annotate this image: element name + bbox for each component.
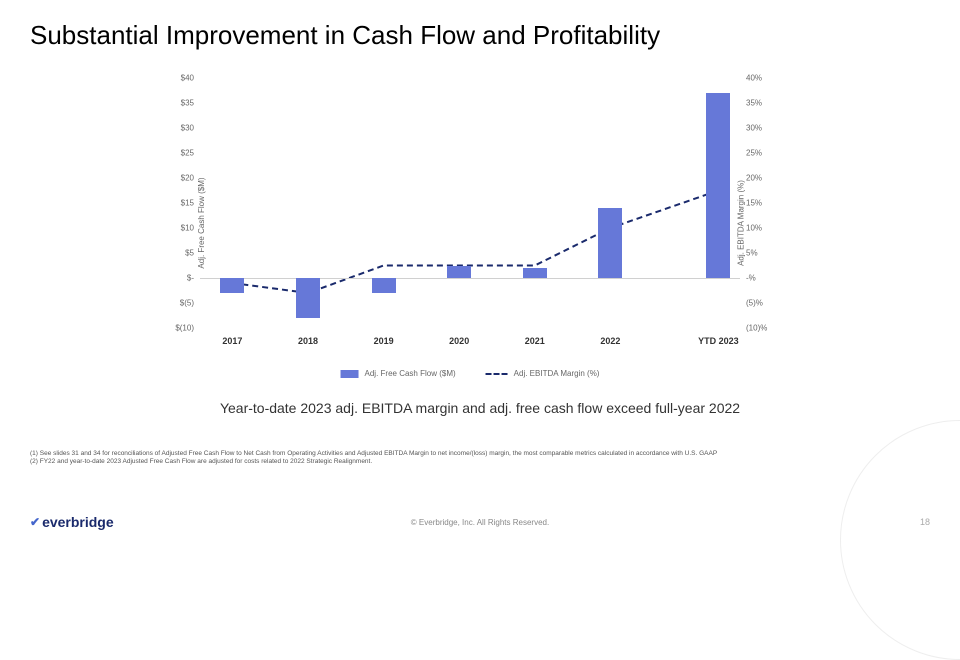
y-right-tick: -% — [740, 274, 756, 283]
x-tick: 2018 — [298, 336, 318, 346]
y-left-tick: $35 — [181, 99, 200, 108]
footnote-1: (1) See slides 31 and 34 for reconciliat… — [30, 450, 930, 458]
legend-bar-label: Adj. Free Cash Flow ($M) — [365, 369, 456, 378]
legend: Adj. Free Cash Flow ($M) Adj. EBITDA Mar… — [341, 369, 600, 378]
y-left-tick: $(10) — [175, 324, 200, 333]
bar-swatch-icon — [341, 370, 359, 378]
x-tick: 2017 — [222, 336, 242, 346]
subtitle: Year-to-date 2023 adj. EBITDA margin and… — [0, 400, 960, 416]
y-right-tick: (10)% — [740, 324, 767, 333]
y-left-tick: $40 — [181, 74, 200, 83]
plot-area: $(10)(10)%$(5)(5)%$--%$55%$1010%$1515%$2… — [200, 78, 740, 328]
line-series — [200, 78, 740, 328]
legend-line-label: Adj. EBITDA Margin (%) — [514, 369, 600, 378]
y-left-tick: $- — [187, 274, 200, 283]
y-left-tick: $20 — [181, 174, 200, 183]
line-swatch-icon — [486, 373, 508, 375]
footnote-2: (2) FY22 and year-to-date 2023 Adjusted … — [30, 458, 930, 466]
y-right-tick: 25% — [740, 149, 762, 158]
y-left-tick: $(5) — [180, 299, 200, 308]
bar — [598, 208, 622, 278]
legend-bar: Adj. Free Cash Flow ($M) — [341, 369, 456, 378]
y-right-tick: (5)% — [740, 299, 763, 308]
bar — [706, 93, 730, 278]
legend-line: Adj. EBITDA Margin (%) — [486, 369, 600, 378]
x-tick: YTD 2023 — [698, 336, 739, 346]
bar — [372, 278, 396, 293]
bar — [523, 268, 547, 278]
page-title: Substantial Improvement in Cash Flow and… — [30, 20, 930, 51]
footnotes: (1) See slides 31 and 34 for reconciliat… — [30, 450, 930, 467]
bar — [447, 266, 471, 279]
zero-line — [200, 278, 740, 279]
x-tick: 2019 — [374, 336, 394, 346]
x-tick: 2022 — [600, 336, 620, 346]
bar — [296, 278, 320, 318]
bar — [220, 278, 244, 293]
y-left-tick: $15 — [181, 199, 200, 208]
check-icon: ✔ — [30, 515, 40, 529]
y-right-tick: 20% — [740, 174, 762, 183]
footer: ✔ everbridge © Everbridge, Inc. All Righ… — [0, 514, 960, 530]
y-right-tick: 40% — [740, 74, 762, 83]
y-right-tick: 30% — [740, 124, 762, 133]
logo: ✔ everbridge — [30, 514, 114, 530]
copyright: © Everbridge, Inc. All Rights Reserved. — [411, 518, 549, 527]
y-left-tick: $30 — [181, 124, 200, 133]
y-right-tick: 15% — [740, 199, 762, 208]
y-right-tick: 5% — [740, 249, 758, 258]
y-right-tick: 10% — [740, 224, 762, 233]
chart: Adj. Free Cash Flow ($M) Adj. EBITDA Mar… — [150, 68, 790, 378]
y-left-tick: $5 — [185, 249, 200, 258]
x-tick: 2020 — [449, 336, 469, 346]
logo-text: everbridge — [42, 514, 114, 530]
x-tick: 2021 — [525, 336, 545, 346]
y-left-tick: $25 — [181, 149, 200, 158]
y-right-tick: 35% — [740, 99, 762, 108]
y-left-tick: $10 — [181, 224, 200, 233]
